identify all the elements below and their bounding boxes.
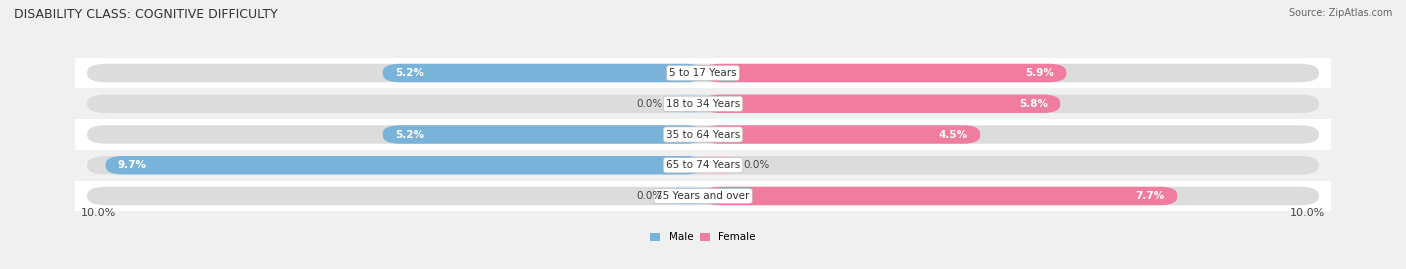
Text: 10.0%: 10.0% [82, 208, 117, 218]
Text: 0.0%: 0.0% [637, 191, 664, 201]
Text: 5.8%: 5.8% [1019, 99, 1047, 109]
Text: 9.7%: 9.7% [118, 160, 146, 170]
FancyBboxPatch shape [75, 180, 1331, 211]
FancyBboxPatch shape [703, 94, 1060, 113]
FancyBboxPatch shape [87, 125, 1319, 144]
Text: 5.2%: 5.2% [395, 129, 425, 140]
Text: 75 Years and over: 75 Years and over [657, 191, 749, 201]
FancyBboxPatch shape [87, 187, 1319, 205]
Text: 35 to 64 Years: 35 to 64 Years [666, 129, 740, 140]
FancyBboxPatch shape [703, 64, 1066, 82]
FancyBboxPatch shape [672, 94, 703, 113]
FancyBboxPatch shape [703, 187, 1177, 205]
Text: Source: ZipAtlas.com: Source: ZipAtlas.com [1288, 8, 1392, 18]
FancyBboxPatch shape [75, 58, 1331, 89]
FancyBboxPatch shape [87, 64, 1319, 82]
Text: 0.0%: 0.0% [637, 99, 664, 109]
FancyBboxPatch shape [382, 125, 703, 144]
Text: 65 to 74 Years: 65 to 74 Years [666, 160, 740, 170]
Text: 5 to 17 Years: 5 to 17 Years [669, 68, 737, 78]
Legend: Male, Female: Male, Female [645, 228, 761, 246]
FancyBboxPatch shape [87, 94, 1319, 113]
FancyBboxPatch shape [87, 156, 1319, 175]
FancyBboxPatch shape [382, 64, 703, 82]
Text: 5.2%: 5.2% [395, 68, 425, 78]
FancyBboxPatch shape [75, 150, 1331, 180]
Text: 10.0%: 10.0% [1289, 208, 1324, 218]
Text: 0.0%: 0.0% [742, 160, 769, 170]
Text: DISABILITY CLASS: COGNITIVE DIFFICULTY: DISABILITY CLASS: COGNITIVE DIFFICULTY [14, 8, 278, 21]
FancyBboxPatch shape [75, 119, 1331, 150]
Text: 4.5%: 4.5% [939, 129, 967, 140]
Text: 18 to 34 Years: 18 to 34 Years [666, 99, 740, 109]
Text: 5.9%: 5.9% [1025, 68, 1054, 78]
FancyBboxPatch shape [75, 89, 1331, 119]
FancyBboxPatch shape [672, 187, 703, 205]
FancyBboxPatch shape [105, 156, 703, 175]
FancyBboxPatch shape [703, 156, 734, 175]
FancyBboxPatch shape [703, 125, 980, 144]
Text: 7.7%: 7.7% [1136, 191, 1166, 201]
